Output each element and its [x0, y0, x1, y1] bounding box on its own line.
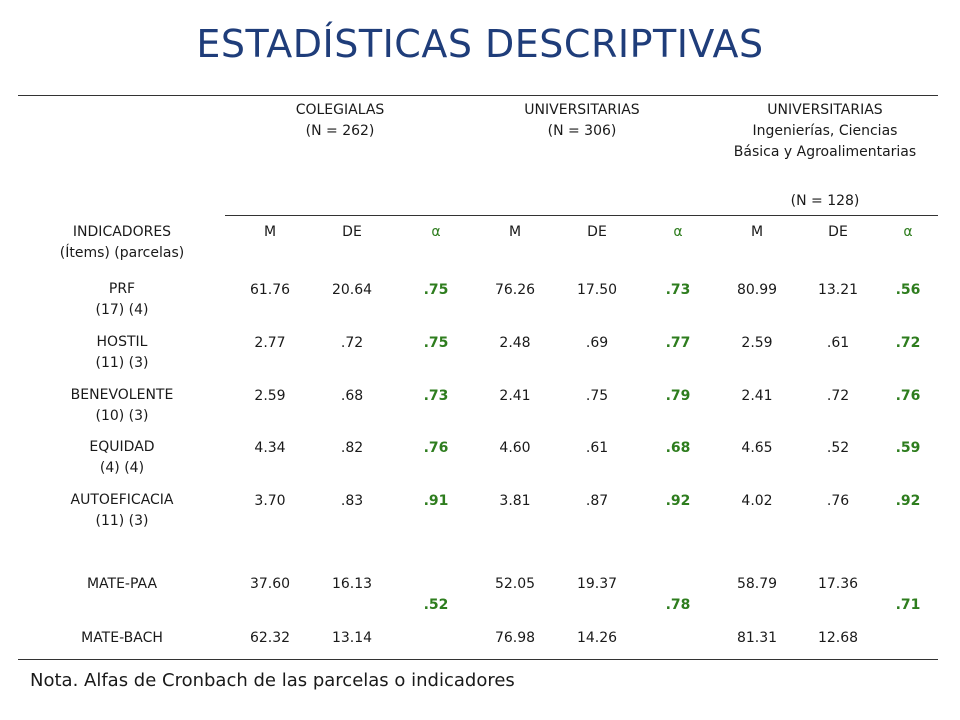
- row-label: AUTOEFICACIA (11) (3): [70, 492, 174, 529]
- table-cell: .69: [585, 335, 609, 351]
- table-cell: 16.13: [331, 576, 373, 592]
- table-cell: .61: [826, 335, 850, 351]
- table-cell: 2.41: [741, 388, 773, 404]
- table-cell: 62.32: [249, 630, 291, 646]
- table-cell: 76.26: [494, 282, 536, 298]
- subheader-rule: [225, 215, 938, 216]
- table-cell: .73: [665, 282, 691, 298]
- group-header-universitarias-ingenierias: UNIVERSITARIAS Ingenierías, Ciencias Básic…: [733, 102, 917, 160]
- table-cell: 13.14: [331, 630, 373, 646]
- table-cell: 4.34: [254, 440, 286, 456]
- indicator-header: INDICADORES (Ítems) (parcelas): [59, 224, 185, 261]
- table-cell: .83: [340, 493, 364, 509]
- table-cell: 81.31: [736, 630, 778, 646]
- row-label: HOSTIL (11) (3): [95, 334, 149, 371]
- table-cell: 2.59: [741, 335, 773, 351]
- column-header: DE: [828, 224, 848, 240]
- column-header: M: [508, 224, 522, 240]
- table-cell: .73: [423, 388, 449, 404]
- table-cell: 80.99: [736, 282, 778, 298]
- table-cell: .79: [665, 388, 691, 404]
- table-cell: 17.50: [576, 282, 618, 298]
- table-cell: .56: [895, 282, 921, 298]
- table-cell: 61.76: [249, 282, 291, 298]
- column-header: M: [263, 224, 277, 240]
- table-cell: .68: [665, 440, 691, 456]
- page-title: ESTADÍSTICAS DESCRIPTIVAS: [196, 22, 764, 66]
- row-label: EQUIDAD (4) (4): [89, 439, 155, 476]
- table-cell: .61: [585, 440, 609, 456]
- table-cell: 19.37: [576, 576, 618, 592]
- table-cell: 37.60: [249, 576, 291, 592]
- row-label: MATE-PAA: [86, 576, 158, 592]
- table-cell: .76: [826, 493, 850, 509]
- table-cell: .76: [423, 440, 449, 456]
- table-cell: .52: [826, 440, 850, 456]
- column-header: α: [673, 224, 683, 240]
- row-label: PRF (17) (4): [95, 281, 149, 318]
- column-header: DE: [587, 224, 607, 240]
- top-rule: [18, 95, 938, 96]
- table-cell: 20.64: [331, 282, 373, 298]
- table-cell: .68: [340, 388, 364, 404]
- table-cell: 52.05: [494, 576, 536, 592]
- table-cell: 13.21: [817, 282, 859, 298]
- table-cell: 2.41: [499, 388, 531, 404]
- table-cell: .72: [826, 388, 850, 404]
- table-cell: .91: [423, 493, 449, 509]
- table-cell-alpha: .78: [665, 597, 691, 613]
- table-cell: 14.26: [576, 630, 618, 646]
- column-header: α: [431, 224, 441, 240]
- table-cell: 58.79: [736, 576, 778, 592]
- table-cell: 4.65: [741, 440, 773, 456]
- column-header: α: [903, 224, 913, 240]
- table-note: Nota. Alfas de Cronbach de las parcelas …: [30, 670, 515, 691]
- table-cell: 3.81: [499, 493, 531, 509]
- table-cell-alpha: .52: [423, 597, 449, 613]
- table-cell: 3.70: [254, 493, 286, 509]
- table-cell: 2.77: [254, 335, 286, 351]
- table-cell: 2.48: [499, 335, 531, 351]
- table-cell: .92: [895, 493, 921, 509]
- column-header: DE: [342, 224, 362, 240]
- row-label: MATE-BACH: [81, 630, 163, 646]
- table-cell: .75: [423, 282, 449, 298]
- table-cell: 2.59: [254, 388, 286, 404]
- table-cell: .82: [340, 440, 364, 456]
- group-header-n: (N = 128): [790, 193, 860, 209]
- row-label: BENEVOLENTE (10) (3): [70, 387, 174, 424]
- group-header-universitarias: UNIVERSITARIAS (N = 306): [524, 102, 640, 139]
- table-cell: .77: [665, 335, 691, 351]
- table-cell: .59: [895, 440, 921, 456]
- table-cell: 12.68: [817, 630, 859, 646]
- table-cell: .72: [895, 335, 921, 351]
- table-cell: 4.02: [741, 493, 773, 509]
- table-cell: .92: [665, 493, 691, 509]
- table-cell: 4.60: [499, 440, 531, 456]
- table-cell: .75: [423, 335, 449, 351]
- table-cell: .72: [340, 335, 364, 351]
- group-header-colegialas: COLEGIALAS (N = 262): [295, 102, 385, 139]
- table-cell: 76.98: [494, 630, 536, 646]
- table-cell: .87: [585, 493, 609, 509]
- table-cell: .76: [895, 388, 921, 404]
- bottom-rule: [18, 659, 938, 660]
- table-cell-alpha: .71: [895, 597, 921, 613]
- table-cell: 17.36: [817, 576, 859, 592]
- column-header: M: [750, 224, 764, 240]
- table-cell: .75: [585, 388, 609, 404]
